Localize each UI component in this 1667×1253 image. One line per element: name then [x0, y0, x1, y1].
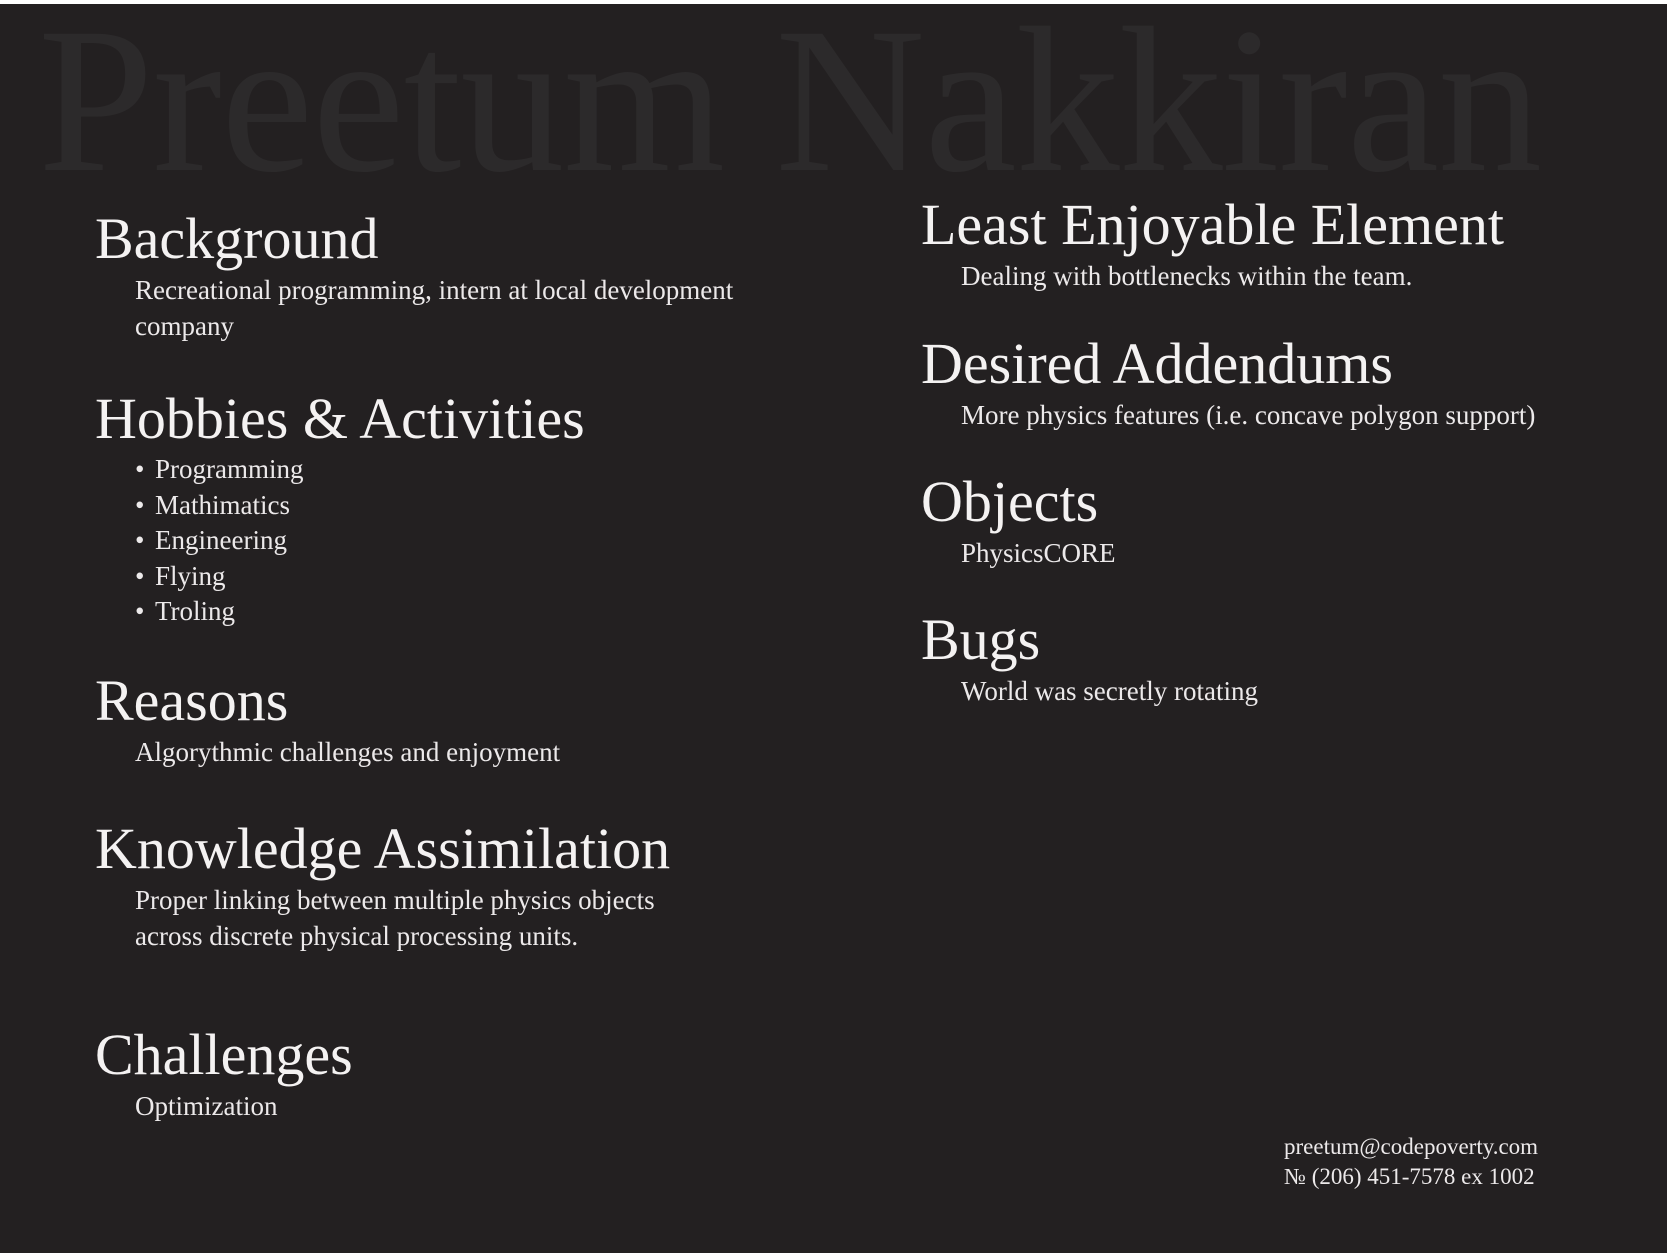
section-reasons: Reasons Algorythmic challenges and enjoy…: [95, 668, 560, 770]
contact-email[interactable]: preetum@codepoverty.com: [1284, 1134, 1539, 1159]
hobbies-heading: Hobbies & Activities: [95, 386, 585, 451]
bugs-heading: Bugs: [921, 607, 1041, 672]
objects-text: PhysicsCORE: [961, 538, 1116, 568]
desired-addendums-heading: Desired Addendums: [921, 331, 1393, 396]
contact-block: preetum@codepoverty.com № (206) 451-7578…: [1284, 1132, 1538, 1192]
list-item: • Mathimatics: [135, 488, 585, 524]
section-knowledge: Knowledge Assimilation Proper linking be…: [95, 816, 670, 954]
background-heading: Background: [95, 206, 379, 271]
name-watermark: Preetum Nakkiran: [38, 4, 1542, 215]
hobbies-list: • Programming • Mathimatics • Engineering •…: [135, 452, 585, 630]
section-bugs: Bugs World was secretly rotating: [921, 607, 1258, 709]
background-line-1: Recreational programming, intern at loca…: [135, 275, 734, 305]
reasons-text: Algorythmic challenges and enjoyment: [135, 737, 561, 767]
hobby-label: Programming: [155, 454, 304, 484]
hobby-label: Troling: [155, 596, 236, 626]
background-line-2: company: [135, 311, 234, 341]
bullet-icon: •: [135, 596, 145, 626]
list-item: • Troling: [135, 594, 585, 630]
knowledge-heading: Knowledge Assimilation: [95, 816, 671, 881]
hobby-label: Engineering: [155, 525, 287, 555]
desired-addendums-text: More physics features (i.e. concave poly…: [961, 400, 1536, 430]
section-objects: Objects PhysicsCORE: [921, 469, 1116, 571]
hobby-label: Flying: [155, 560, 226, 591]
section-least-enjoyable: Least Enjoyable Element Dealing with bot…: [921, 192, 1504, 294]
knowledge-line-2: across discrete physical processing unit…: [135, 921, 579, 951]
list-item: • Programming: [135, 452, 585, 488]
section-hobbies: Hobbies & Activities • Programming • Mathi…: [95, 386, 585, 630]
list-item: • Flying: [135, 559, 585, 595]
bullet-icon: •: [135, 560, 145, 591]
reasons-heading: Reasons: [95, 668, 289, 733]
knowledge-line-1: Proper linking between multiple physics …: [135, 885, 655, 915]
challenges-text: Optimization: [135, 1091, 278, 1121]
bullet-icon: •: [135, 489, 145, 520]
section-desired-addendums: Desired Addendums More physics features …: [921, 331, 1535, 433]
least-enjoyable-heading: Least Enjoyable Element: [921, 192, 1505, 257]
bugs-text: World was secretly rotating: [961, 676, 1258, 706]
list-item: • Engineering: [135, 523, 585, 559]
bullet-icon: •: [135, 525, 145, 555]
section-background: Background Recreational programming, int…: [95, 206, 733, 344]
bullet-icon: •: [135, 454, 145, 484]
contact-phone: № (206) 451-7578 ex 1002: [1284, 1164, 1535, 1189]
challenges-heading: Challenges: [95, 1022, 353, 1087]
section-challenges: Challenges Optimization: [95, 1022, 353, 1124]
least-enjoyable-text: Dealing with bottlenecks within the team…: [961, 261, 1413, 291]
document-page: Preetum Nakkiran Background Recreational…: [0, 4, 1667, 1253]
objects-heading: Objects: [921, 469, 1099, 534]
hobby-label: Mathimatics: [155, 489, 290, 520]
